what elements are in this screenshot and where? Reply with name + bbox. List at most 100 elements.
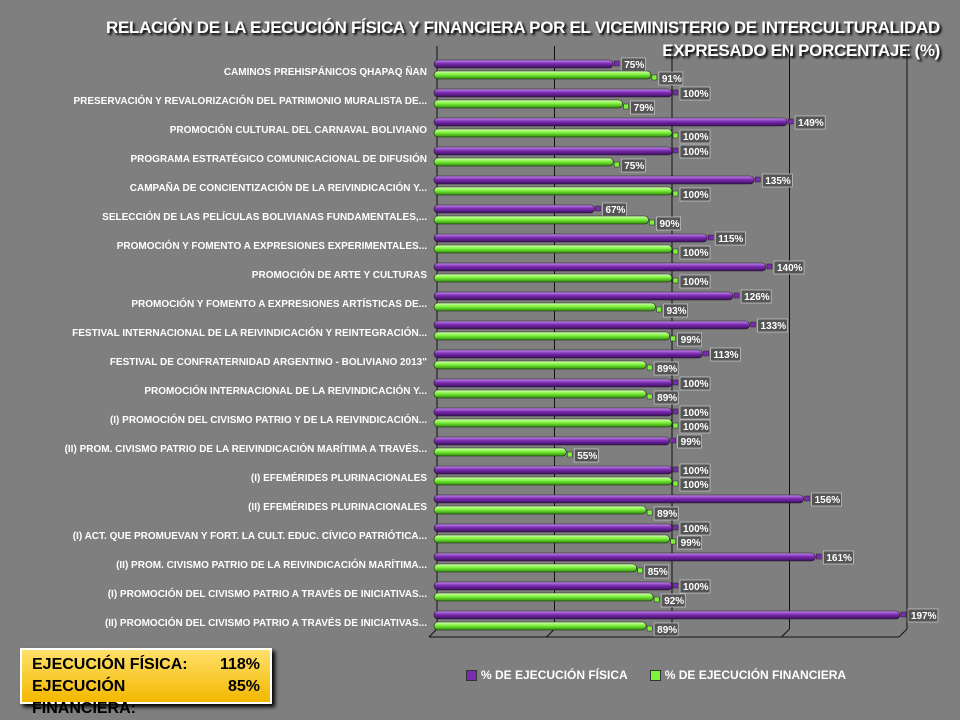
data-label-financiera: 89% xyxy=(657,393,677,404)
bar-fisica xyxy=(433,436,670,446)
data-label-box xyxy=(761,173,793,188)
summary-box: EJECUCIÓN FÍSICA: 118% EJECUCIÓN FINANCI… xyxy=(20,648,272,717)
data-label-financiera: 99% xyxy=(681,335,701,346)
data-label-financiera: 100% xyxy=(683,190,709,201)
data-label-box xyxy=(714,231,746,246)
gridline-depth xyxy=(428,628,438,638)
data-label-box xyxy=(794,115,826,130)
data-label-fisica: 161% xyxy=(826,553,852,564)
data-label-fisica: 100% xyxy=(683,524,709,535)
gridline-depth xyxy=(898,628,908,638)
data-label-box xyxy=(653,361,679,376)
data-label-fisica: 100% xyxy=(683,147,709,158)
legend-swatch-fisica xyxy=(466,669,477,681)
data-marker-financiera xyxy=(646,393,653,400)
bar-financiera xyxy=(433,186,673,196)
data-marker-fisica xyxy=(672,379,679,386)
category-label: PROMOCIÓN CULTURAL DEL CARNAVAL BOLIVIAN… xyxy=(170,123,427,136)
summary-fisica-label: EJECUCIÓN FÍSICA: xyxy=(32,656,188,673)
bar-fisica xyxy=(433,349,703,359)
data-label-box xyxy=(907,608,939,623)
data-label-box xyxy=(653,506,679,521)
category-label: (I) PROMOCIÓN DEL CIVISMO PATRIO A TRAVÉ… xyxy=(108,587,427,600)
bar-fisica xyxy=(433,378,673,388)
data-label-fisica: 126% xyxy=(744,292,770,303)
data-label-box xyxy=(656,216,681,231)
bar-financiera xyxy=(433,592,654,602)
bar-financiera xyxy=(433,418,673,428)
data-marker-fisica xyxy=(595,205,601,212)
data-marker-financiera xyxy=(670,538,676,545)
data-marker-financiera xyxy=(653,596,660,603)
bar-financiera xyxy=(433,447,567,457)
data-label-box xyxy=(679,144,711,159)
data-marker-financiera xyxy=(670,335,676,342)
bar-fisica xyxy=(433,233,708,243)
data-label-fisica: 140% xyxy=(777,263,803,274)
data-label-box xyxy=(663,303,688,318)
data-marker-financiera xyxy=(672,190,679,197)
data-label-financiera: 89% xyxy=(657,625,677,636)
bar-fisica xyxy=(433,291,734,301)
data-label-financiera: 90% xyxy=(660,219,680,230)
data-label-box xyxy=(710,347,741,362)
data-label-fisica: 115% xyxy=(718,234,743,245)
data-label-box xyxy=(823,550,854,565)
data-marker-fisica xyxy=(672,524,679,531)
data-marker-fisica xyxy=(900,611,907,618)
data-marker-financiera xyxy=(672,132,679,139)
data-label-box xyxy=(679,86,711,101)
category-label: FESTIVAL INTERNACIONAL DE LA REIVINDICAC… xyxy=(72,326,427,339)
summary-financiera-label: EJECUCIÓN FINANCIERA: xyxy=(32,678,136,717)
data-marker-financiera xyxy=(646,625,653,632)
data-label-financiera: 89% xyxy=(657,509,677,520)
data-marker-financiera xyxy=(672,277,679,284)
data-marker-fisica xyxy=(816,553,822,560)
bar-financiera xyxy=(433,157,614,167)
data-label-box xyxy=(679,274,711,289)
bar-fisica xyxy=(433,146,673,156)
bar-series: 75%91%100%79%149%100%100%75%135%100%67%9… xyxy=(433,57,939,637)
category-label: (I) PROMOCIÓN DEL CIVISMO PATRIO Y DE LA… xyxy=(110,413,427,426)
category-label: (II) PROM. CIVISMO PATRIO DE LA REIVINDI… xyxy=(65,442,428,455)
data-marker-fisica xyxy=(733,292,740,299)
data-marker-financiera xyxy=(672,480,679,487)
category-label: CAMPAÑA DE CONCIENTIZACIÓN DE LA REIVIND… xyxy=(130,181,427,194)
gridline-depth xyxy=(546,628,555,638)
bar-financiera xyxy=(433,244,673,254)
data-label-box xyxy=(679,245,711,260)
category-label: SELECCIÓN DE LAS PELÍCULAS BOLIVIANAS FU… xyxy=(102,210,427,223)
data-label-fisica: 100% xyxy=(683,466,709,477)
data-label-financiera: 91% xyxy=(662,74,682,85)
data-label-box xyxy=(679,477,711,492)
data-label-box xyxy=(620,158,646,173)
summary-financiera-value: 85% xyxy=(227,678,260,695)
data-label-fisica: 149% xyxy=(798,118,824,129)
summary-fisica: EJECUCIÓN FÍSICA: 118% xyxy=(32,654,260,676)
category-label: PROMOCIÓN DE ARTE Y CULTURAS xyxy=(252,268,428,281)
data-marker-fisica xyxy=(614,60,620,67)
bar-fisica xyxy=(433,465,673,475)
data-label-box xyxy=(679,129,711,144)
data-label-box xyxy=(679,521,711,536)
data-marker-fisica xyxy=(750,321,756,328)
data-marker-financiera xyxy=(672,248,679,255)
category-label: CAMINOS PREHISPÁNICOS QHAPAQ ÑAN xyxy=(224,65,427,78)
data-label-box xyxy=(573,448,599,463)
legend-swatch-financiera xyxy=(649,669,661,681)
bar-fisica xyxy=(433,117,788,127)
data-label-box xyxy=(679,187,711,202)
data-marker-fisica xyxy=(672,408,679,415)
data-label-fisica: 75% xyxy=(624,60,644,71)
data-label-financiera: 75% xyxy=(624,161,644,172)
legend-item-fisica: % DE EJECUCIÓN FÍSICA xyxy=(466,668,628,682)
data-label-fisica: 100% xyxy=(683,408,709,419)
bar-fisica xyxy=(433,610,901,620)
bar-financiera xyxy=(433,360,647,370)
data-label-fisica: 100% xyxy=(683,582,709,593)
bar-fisica xyxy=(433,175,755,185)
data-label-financiera: 100% xyxy=(683,132,709,143)
data-marker-financiera xyxy=(649,219,655,226)
bar-financiera xyxy=(433,302,656,312)
